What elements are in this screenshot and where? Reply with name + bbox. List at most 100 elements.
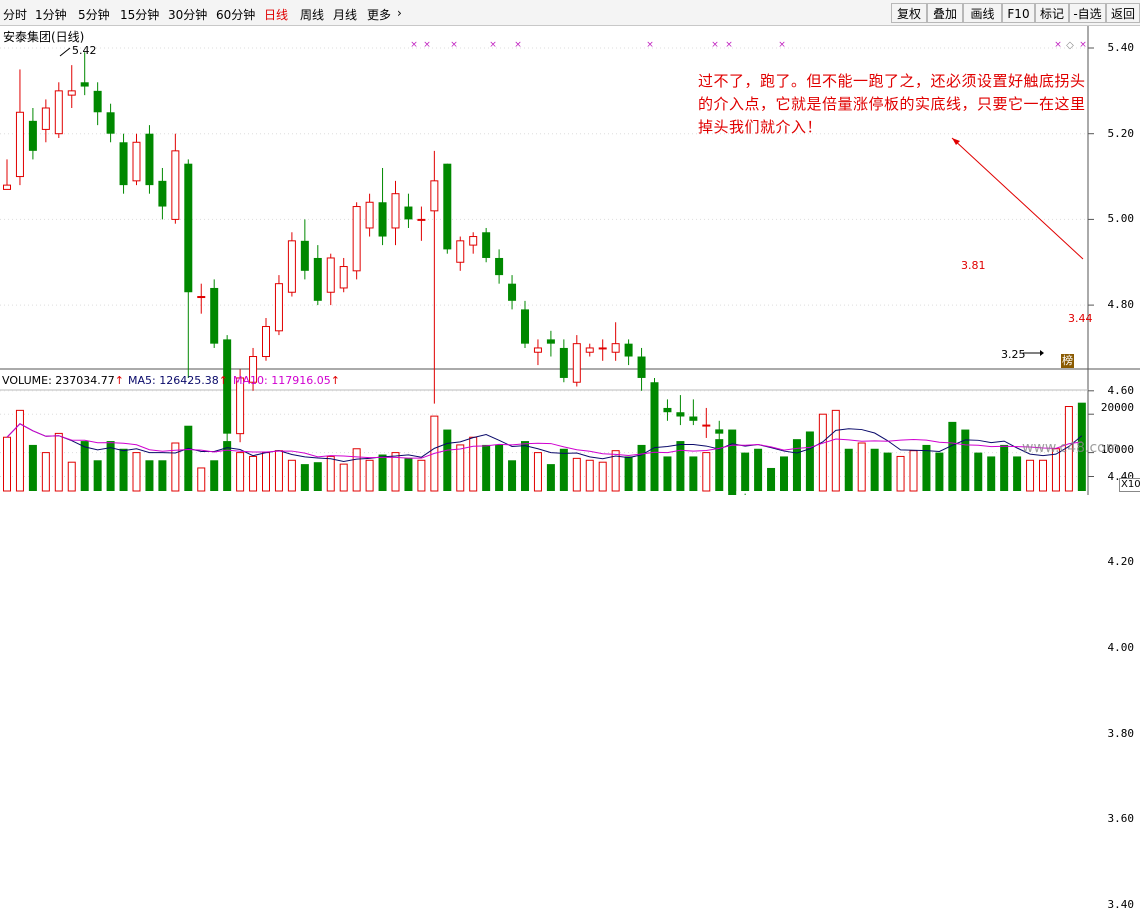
- price-axis-label: 5.20: [1107, 126, 1135, 140]
- volume-bar-down: [741, 452, 750, 491]
- volume-bar-up: [391, 452, 400, 492]
- price-axis-label: 3.40: [1107, 898, 1135, 911]
- ma5-value: MA5: 126425.38: [128, 374, 219, 387]
- volume-bar-down: [650, 423, 659, 491]
- ma10-line: [6, 423, 1082, 459]
- volume-bar-up: [1026, 459, 1035, 492]
- candle-body-down: [689, 416, 698, 421]
- volume-bar-down: [158, 460, 167, 491]
- diamond-marker: ◇: [1066, 40, 1074, 51]
- candle-body-up: [132, 141, 141, 182]
- candle-body-down: [28, 120, 37, 151]
- kline-chart[interactable]: × × × × × × × × × ◇ × ×: [0, 26, 1140, 495]
- zixuan-button[interactable]: -自选: [1069, 3, 1106, 23]
- level-lower-label: 3.44: [1068, 312, 1093, 325]
- volume-bar-down: [495, 444, 504, 491]
- volume-bar-down: [961, 429, 970, 491]
- candle-body-up: [365, 201, 374, 229]
- f10-button[interactable]: F10: [1002, 3, 1035, 23]
- huaxian-button[interactable]: 画线: [963, 3, 1002, 23]
- biaoji-button[interactable]: 标记: [1035, 3, 1069, 23]
- period-toolbar: 分时 1分钟 5分钟 15分钟 30分钟 60分钟 日线 周线 月线 更多 › 复权 叠加 画线 F10 标记…: [0, 0, 1140, 26]
- volume-bar-down: [715, 439, 724, 491]
- period-tab-7[interactable]: 周线: [300, 8, 325, 22]
- candle-body-up: [585, 347, 594, 353]
- candle-body-down: [715, 429, 724, 434]
- candle-body-up: [430, 180, 439, 212]
- bang-badge[interactable]: 榜: [1061, 354, 1074, 368]
- stock-title: 安泰集团(日线): [3, 30, 85, 44]
- volume-bar-down: [948, 421, 957, 491]
- volume-bar-up: [352, 448, 361, 492]
- volume-bar-up: [197, 467, 206, 492]
- annotation-arrowhead: [952, 138, 960, 145]
- volume-bar-down: [844, 448, 853, 491]
- volume-bar-down: [80, 441, 89, 491]
- period-tab-5[interactable]: 60分钟: [216, 8, 256, 22]
- event-marker: ×: [489, 40, 497, 50]
- volume-bar-up: [249, 455, 258, 492]
- annotation-note: 过不了，跑了。但不能一跑了之，还必须设置好触底拐头的介入点，它就是倍量涨停板的实…: [698, 72, 1086, 136]
- event-marker: ×: [646, 40, 654, 50]
- period-tab-8[interactable]: 月线: [333, 8, 358, 22]
- price-axis-label: 3.80: [1107, 726, 1135, 740]
- fuquan-button[interactable]: 复权: [891, 3, 927, 23]
- period-tab-0[interactable]: 分时: [3, 8, 28, 22]
- period-tab-6[interactable]: 日线: [264, 8, 289, 22]
- volume-bar-down: [313, 462, 322, 491]
- volume-bar-down: [443, 429, 452, 491]
- volume-bar-down: [624, 456, 633, 491]
- period-tab-4[interactable]: 30分钟: [168, 8, 208, 22]
- candle-body-down: [521, 309, 529, 344]
- period-tab-3[interactable]: 15分钟: [120, 8, 160, 22]
- price-axis-label: 4.80: [1107, 298, 1135, 312]
- low-price-label: 3.25: [1001, 348, 1026, 361]
- volume-bar-up: [15, 409, 24, 492]
- volume-bar-up: [132, 452, 141, 492]
- candle-body-up: [391, 193, 400, 229]
- candle-body-up: [339, 266, 348, 289]
- volume-bar-down: [559, 448, 568, 491]
- volume-bar-down: [28, 444, 37, 491]
- candle-body-down: [495, 257, 504, 276]
- volume-bar-up: [326, 455, 335, 492]
- event-marker: ×: [450, 40, 458, 50]
- period-tab-9[interactable]: 更多: [367, 8, 392, 22]
- price-axis-label: 4.20: [1107, 555, 1135, 569]
- candle-body-down: [300, 240, 309, 271]
- volume-bar-down: [987, 456, 996, 491]
- event-marker: ×: [1079, 40, 1087, 50]
- candle-body-up: [15, 111, 24, 178]
- volume-bar-down: [300, 464, 309, 491]
- volume-bar-up: [274, 450, 283, 492]
- period-tab-2[interactable]: 5分钟: [78, 8, 110, 22]
- more-arrow-icon[interactable]: ›: [397, 6, 402, 20]
- volume-bar-up: [702, 452, 711, 492]
- volume-bar-down: [767, 467, 776, 491]
- candle-body-up: [41, 107, 50, 130]
- volume-bar-down: [1013, 456, 1022, 491]
- low-price-arrowhead: [1040, 350, 1044, 356]
- volume-bar-up: [572, 457, 581, 492]
- candle-body-up: [352, 206, 361, 272]
- volume-bar-up: [857, 442, 866, 492]
- price-axis-label: 4.60: [1107, 383, 1135, 397]
- volume-bar-up: [41, 452, 50, 492]
- volume-bar-down: [119, 448, 128, 491]
- volume-bar-down: [378, 454, 387, 491]
- volume-legend: VOLUME: 237034.77↑: [2, 374, 124, 387]
- volume-bar-up: [469, 436, 478, 492]
- fanhui-button[interactable]: 返回: [1106, 3, 1140, 23]
- period-tab-1[interactable]: 1分钟: [35, 8, 67, 22]
- event-marker: ×: [1054, 40, 1062, 50]
- diejia-button[interactable]: 叠加: [927, 3, 963, 23]
- candle-body-up: [274, 283, 283, 332]
- candle-body-down: [210, 287, 219, 344]
- volume-bar-up: [909, 450, 918, 492]
- volume-bar-down: [974, 452, 983, 491]
- candle-body-down: [93, 90, 102, 113]
- volume-bar-down: [792, 439, 801, 491]
- price-axis-label: 5.40: [1107, 41, 1135, 54]
- price-axis-label: 3.60: [1107, 812, 1135, 826]
- ma10-legend: MA10: 117916.05↑: [233, 374, 340, 387]
